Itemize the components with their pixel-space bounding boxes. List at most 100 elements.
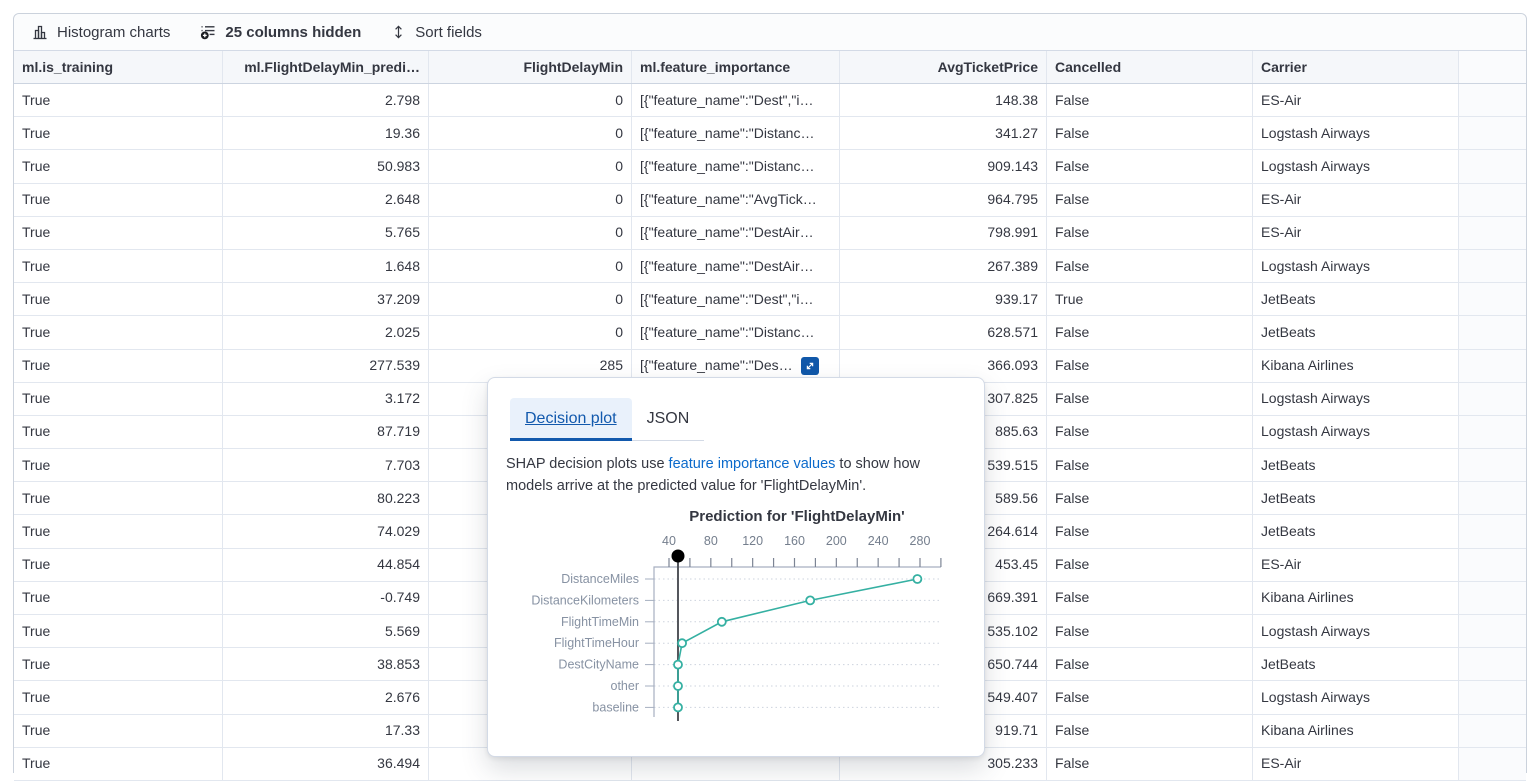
cell-cancelled[interactable]: False: [1047, 449, 1253, 482]
cell-cancelled[interactable]: False: [1047, 747, 1253, 780]
cell-ml-is-training[interactable]: True: [14, 482, 223, 515]
cell-ml-flightdelaymin-prediction[interactable]: 37.209: [223, 283, 429, 316]
cell-carrier[interactable]: Logstash Airways: [1253, 249, 1459, 283]
cell-ml-flightdelaymin-prediction[interactable]: 87.719: [223, 415, 429, 449]
cell-ml-flightdelaymin-prediction[interactable]: 17.33: [223, 714, 429, 747]
cell-ml-is-training[interactable]: True: [14, 183, 223, 216]
cell-cancelled[interactable]: False: [1047, 316, 1253, 349]
cell-carrier[interactable]: ES-Air: [1253, 548, 1459, 581]
cell-flightdelaymin[interactable]: 0: [429, 283, 632, 316]
cell-avgticketprice[interactable]: 267.389: [840, 249, 1047, 283]
cell-cancelled[interactable]: False: [1047, 216, 1253, 249]
cell-ml-flightdelaymin-prediction[interactable]: 2.025: [223, 316, 429, 349]
cell-ml-flightdelaymin-prediction[interactable]: 5.569: [223, 615, 429, 648]
cell-ml-flightdelaymin-prediction[interactable]: 7.703: [223, 449, 429, 482]
cell-ml-is-training[interactable]: True: [14, 648, 223, 681]
cell-ml-is-training[interactable]: True: [14, 681, 223, 714]
cell-flightdelaymin[interactable]: 0: [429, 117, 632, 150]
cell-cancelled[interactable]: False: [1047, 615, 1253, 648]
cell-carrier[interactable]: Logstash Airways: [1253, 382, 1459, 415]
tab-json[interactable]: JSON: [631, 398, 705, 441]
cell-avgticketprice[interactable]: 535.102: [840, 615, 1047, 648]
cell-ml-is-training[interactable]: True: [14, 283, 223, 316]
cell-cancelled[interactable]: False: [1047, 415, 1253, 449]
cell-ml-is-training[interactable]: True: [14, 415, 223, 449]
cell-cancelled[interactable]: False: [1047, 117, 1253, 150]
cell-ml-feature-importance[interactable]: [{"feature_name":"Des…: [632, 349, 840, 382]
cell-avgticketprice[interactable]: 549.407: [840, 681, 1047, 714]
cell-ml-flightdelaymin-prediction[interactable]: 3.172: [223, 382, 429, 415]
cell-carrier[interactable]: ES-Air: [1253, 84, 1459, 117]
cell-cancelled[interactable]: False: [1047, 482, 1253, 515]
header-carrier[interactable]: Carrier: [1253, 51, 1459, 83]
cell-ml-is-training[interactable]: True: [14, 216, 223, 249]
cell-ml-flightdelaymin-prediction[interactable]: 19.36: [223, 117, 429, 150]
cell-ml-is-training[interactable]: True: [14, 747, 223, 780]
cell-cancelled[interactable]: False: [1047, 249, 1253, 283]
sort-fields-button[interactable]: Sort fields: [391, 24, 482, 41]
cell-ml-feature-importance[interactable]: [{"feature_name":"Dest","i…: [632, 84, 840, 117]
cell-cancelled[interactable]: False: [1047, 84, 1253, 117]
cell-carrier[interactable]: Kibana Airlines: [1253, 349, 1459, 382]
columns-hidden-button[interactable]: 25 columns hidden: [200, 24, 361, 41]
cell-carrier[interactable]: Kibana Airlines: [1253, 714, 1459, 747]
cell-carrier[interactable]: Logstash Airways: [1253, 150, 1459, 183]
cell-ml-flightdelaymin-prediction[interactable]: 277.539: [223, 349, 429, 382]
cell-ml-is-training[interactable]: True: [14, 84, 223, 117]
cell-ml-flightdelaymin-prediction[interactable]: 2.676: [223, 681, 429, 714]
cell-carrier[interactable]: Logstash Airways: [1253, 681, 1459, 714]
cell-avgticketprice[interactable]: 366.093: [840, 349, 1047, 382]
header-avgticketprice[interactable]: AvgTicketPrice: [840, 51, 1047, 83]
cell-ml-flightdelaymin-prediction[interactable]: 38.853: [223, 648, 429, 681]
cell-cancelled[interactable]: False: [1047, 515, 1253, 548]
cell-ml-flightdelaymin-prediction[interactable]: 5.765: [223, 216, 429, 249]
cell-avgticketprice[interactable]: 264.614: [840, 515, 1047, 548]
feature-importance-link[interactable]: feature importance values: [668, 456, 836, 472]
cell-avgticketprice[interactable]: 589.56: [840, 482, 1047, 515]
cell-carrier[interactable]: Logstash Airways: [1253, 117, 1459, 150]
cell-ml-is-training[interactable]: True: [14, 382, 223, 415]
cell-carrier[interactable]: Kibana Airlines: [1253, 581, 1459, 614]
cell-avgticketprice[interactable]: 307.825: [840, 382, 1047, 415]
cell-avgticketprice[interactable]: 939.17: [840, 283, 1047, 316]
cell-cancelled[interactable]: False: [1047, 714, 1253, 747]
cell-ml-is-training[interactable]: True: [14, 316, 223, 349]
cell-ml-feature-importance[interactable]: [{"feature_name":"AvgTick…: [632, 183, 840, 216]
cell-flightdelaymin[interactable]: 285: [429, 349, 632, 382]
cell-carrier[interactable]: JetBeats: [1253, 316, 1459, 349]
header-ml-flightdelaymin-prediction[interactable]: ml.FlightDelayMin_predi…: [223, 51, 429, 83]
cell-cancelled[interactable]: True: [1047, 283, 1253, 316]
histogram-charts-button[interactable]: Histogram charts: [32, 24, 170, 41]
cell-ml-feature-importance[interactable]: [{"feature_name":"Distanc…: [632, 150, 840, 183]
cell-carrier[interactable]: JetBeats: [1253, 515, 1459, 548]
cell-ml-flightdelaymin-prediction[interactable]: 36.494: [223, 747, 429, 780]
cell-ml-is-training[interactable]: True: [14, 449, 223, 482]
cell-cancelled[interactable]: False: [1047, 382, 1253, 415]
cell-flightdelaymin[interactable]: 0: [429, 183, 632, 216]
header-cancelled[interactable]: Cancelled: [1047, 51, 1253, 83]
cell-ml-is-training[interactable]: True: [14, 349, 223, 382]
cell-avgticketprice[interactable]: 669.391: [840, 581, 1047, 614]
cell-carrier[interactable]: JetBeats: [1253, 283, 1459, 316]
cell-carrier[interactable]: ES-Air: [1253, 183, 1459, 216]
cell-ml-feature-importance[interactable]: [{"feature_name":"Distanc…: [632, 117, 840, 150]
cell-ml-is-training[interactable]: True: [14, 150, 223, 183]
cell-cancelled[interactable]: False: [1047, 648, 1253, 681]
cell-avgticketprice[interactable]: 341.27: [840, 117, 1047, 150]
cell-ml-is-training[interactable]: True: [14, 714, 223, 747]
cell-ml-flightdelaymin-prediction[interactable]: 2.798: [223, 84, 429, 117]
tab-decision-plot[interactable]: Decision plot: [510, 398, 632, 441]
cell-ml-is-training[interactable]: True: [14, 581, 223, 614]
cell-avgticketprice[interactable]: 650.744: [840, 648, 1047, 681]
cell-cancelled[interactable]: False: [1047, 150, 1253, 183]
cell-avgticketprice[interactable]: 919.71: [840, 714, 1047, 747]
header-ml-feature-importance[interactable]: ml.feature_importance: [632, 51, 840, 83]
cell-ml-is-training[interactable]: True: [14, 249, 223, 283]
cell-flightdelaymin[interactable]: 0: [429, 249, 632, 283]
cell-ml-feature-importance[interactable]: [{"feature_name":"Distanc…: [632, 316, 840, 349]
cell-avgticketprice[interactable]: 885.63: [840, 415, 1047, 449]
cell-flightdelaymin[interactable]: 0: [429, 316, 632, 349]
cell-carrier[interactable]: ES-Air: [1253, 747, 1459, 780]
header-ml-is-training[interactable]: ml.is_training: [14, 51, 223, 83]
cell-ml-flightdelaymin-prediction[interactable]: 74.029: [223, 515, 429, 548]
